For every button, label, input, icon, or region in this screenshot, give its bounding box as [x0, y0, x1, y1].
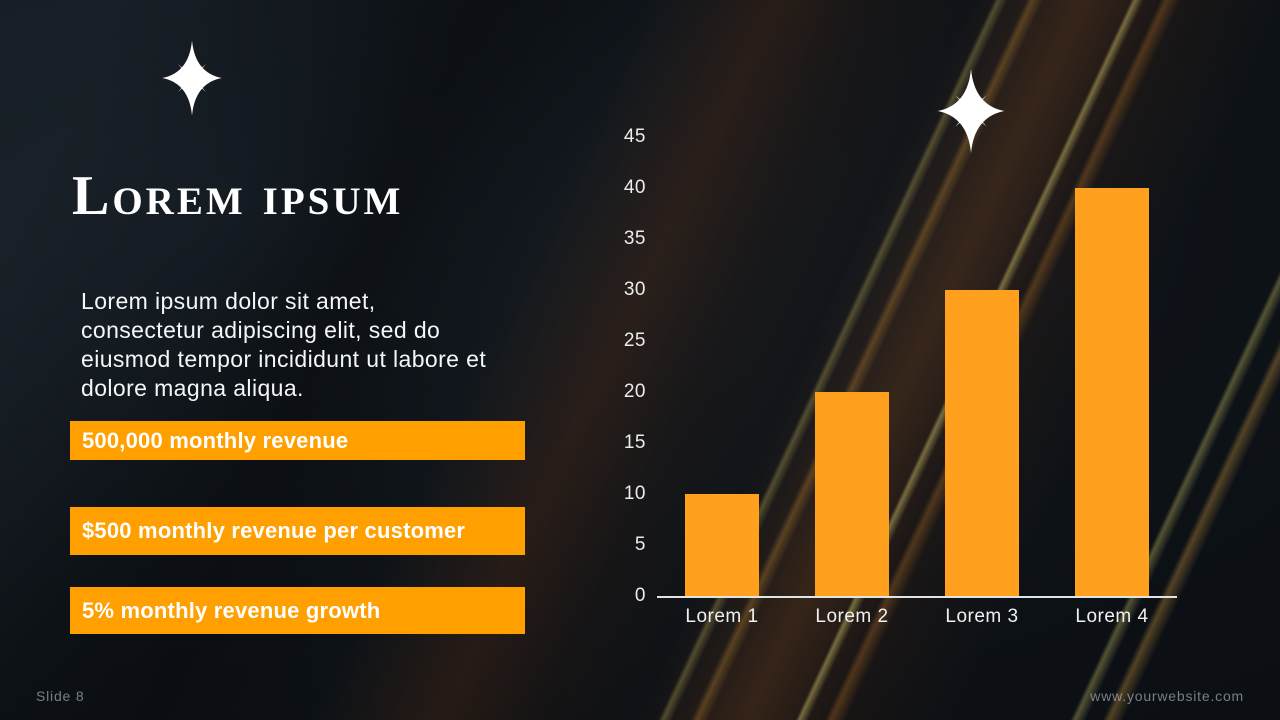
highlight-banner-revenue-per-customer: $500 monthly revenue per customer — [70, 507, 525, 555]
slide-body-paragraph: Lorem ipsum dolor sit amet, consectetur … — [81, 288, 487, 401]
y-axis-tick-label: 45 — [623, 126, 646, 147]
highlight-banner-revenue-growth: 5% monthly revenue growth — [70, 587, 525, 634]
y-axis-tick-label: 35 — [623, 228, 646, 249]
y-axis-tick-label: 20 — [623, 381, 646, 402]
y-axis-tick-label: 25 — [623, 330, 646, 351]
chart-bar — [685, 494, 759, 596]
chart-bar — [1075, 188, 1149, 596]
y-axis-tick-label: 0 — [634, 585, 646, 606]
highlight-banner-label: 500,000 monthly revenue — [82, 427, 349, 453]
chart-bar — [945, 290, 1019, 596]
chart-bar — [815, 392, 889, 596]
highlight-banner-label: 5% monthly revenue growth — [82, 597, 381, 623]
y-axis-tick-label: 30 — [623, 278, 646, 300]
bar-chart: 0 5 10 15 20 25 30 35 40 45 Lorem 1 Lorem 2 Lorem 3 L… — [620, 120, 1220, 660]
x-axis-category-label: Lorem 4 — [1075, 606, 1149, 627]
y-axis-tick-label: 40 — [623, 177, 646, 198]
y-axis-tick-label: 15 — [623, 431, 646, 453]
highlight-banner-revenue: 500,000 monthly revenue — [70, 421, 525, 460]
sparkle-icon — [937, 68, 1005, 154]
sparkle-icon — [162, 40, 222, 116]
x-axis-category-label: Lorem 3 — [945, 606, 1019, 627]
x-axis-category-label: Lorem 2 — [815, 606, 889, 627]
highlight-banner-label: $500 monthly revenue per customer — [82, 518, 466, 543]
x-axis-category-label: Lorem 1 — [685, 606, 759, 627]
y-axis-tick-label: 10 — [623, 483, 646, 504]
slide-title: Lorem ipsum — [72, 164, 404, 227]
y-axis-tick-label: 5 — [634, 534, 646, 555]
slide-number: Slide 8 — [36, 688, 85, 704]
website-url: www.yourwebsite.com — [1090, 688, 1244, 704]
plot-area: 0 5 10 15 20 25 30 35 40 45 Lorem 1 Lorem 2 Lorem 3 L… — [624, 126, 1177, 627]
